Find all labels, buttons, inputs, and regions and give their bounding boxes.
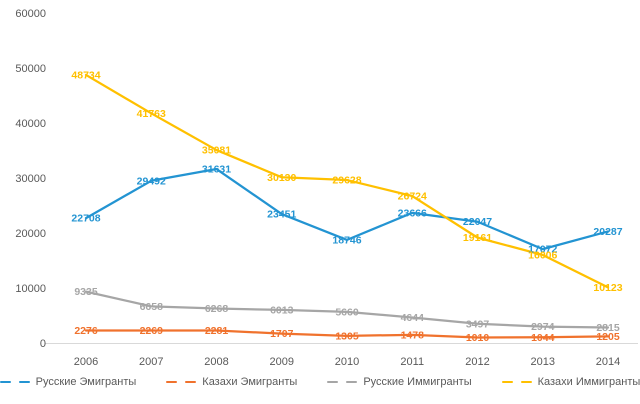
y-axis-tick-label: 10000 bbox=[15, 283, 46, 295]
x-axis-tick-label: 2010 bbox=[335, 356, 359, 368]
series-line-1 bbox=[84, 329, 610, 339]
legend-label: Русские Иммигранты bbox=[363, 376, 472, 388]
y-axis-tick-label: 40000 bbox=[15, 118, 46, 130]
y-axis-tick-label: 60000 bbox=[15, 8, 46, 20]
legend-dash bbox=[185, 380, 197, 384]
data-label-series-1: 1478 bbox=[401, 329, 425, 341]
y-axis-tick-label: 20000 bbox=[15, 228, 46, 240]
data-label-series-0: 31631 bbox=[202, 164, 231, 176]
chart-legend: Русские Эмигранты Казахи Эмигранты Русские… bbox=[0, 370, 640, 394]
data-label-series-1: 1044 bbox=[531, 332, 555, 344]
y-axis-tick-label: 0 bbox=[40, 338, 46, 350]
legend-dash bbox=[520, 380, 532, 384]
data-label-series-0: 23666 bbox=[398, 207, 427, 219]
data-label-series-3: 26724 bbox=[398, 191, 427, 203]
x-axis-tick-label: 2008 bbox=[204, 356, 228, 368]
data-label-series-3: 29628 bbox=[332, 175, 361, 187]
data-label-series-1: 1707 bbox=[270, 328, 294, 340]
legend-item-0: Русские Эмигранты bbox=[0, 376, 136, 388]
data-label-series-1: 2276 bbox=[74, 325, 98, 337]
data-label-series-0: 18746 bbox=[332, 234, 361, 246]
legend-dash bbox=[18, 380, 30, 384]
legend-dashed-line-icon bbox=[166, 380, 197, 384]
data-label-series-0: 20287 bbox=[593, 226, 622, 238]
data-label-series-3: 48734 bbox=[71, 69, 100, 81]
line-chart-plot-area: 0 10000 20000 30000 40000 50000 60000 2006 2007 2… bbox=[15, 8, 638, 368]
data-label-series-1: 1305 bbox=[335, 330, 359, 342]
data-label-series-2: 3497 bbox=[466, 318, 490, 330]
data-label-series-0: 29492 bbox=[137, 175, 166, 187]
legend-dashed-line-icon bbox=[0, 380, 30, 384]
x-axis-tick-label: 2013 bbox=[531, 356, 555, 368]
data-label-series-3: 30130 bbox=[267, 172, 296, 184]
x-axis-tick-label: 2007 bbox=[139, 356, 163, 368]
legend-item-1: Казахи Эмигранты bbox=[166, 376, 297, 388]
series-line-3 bbox=[84, 73, 610, 289]
legend-dash bbox=[327, 380, 339, 384]
x-axis-tick-label: 2006 bbox=[74, 356, 98, 368]
data-label-series-1: 2269 bbox=[140, 325, 164, 337]
legend-dashed-line-icon bbox=[327, 380, 358, 384]
data-label-series-2: 5660 bbox=[335, 306, 359, 318]
data-label-series-0: 22708 bbox=[71, 213, 100, 225]
data-label-series-1: 1205 bbox=[596, 331, 620, 343]
data-label-series-1: 1010 bbox=[466, 332, 490, 344]
y-axis-tick-label: 50000 bbox=[15, 63, 46, 75]
y-axis-tick-label: 30000 bbox=[15, 173, 46, 185]
x-axis-tick-label: 2011 bbox=[400, 356, 424, 368]
data-label-series-0: 22047 bbox=[463, 216, 492, 228]
legend-dashed-line-icon bbox=[501, 380, 532, 384]
legend-dash bbox=[166, 380, 178, 384]
data-label-series-2: 2815 bbox=[596, 322, 620, 334]
legend-item-3: Казахи Иммигранты bbox=[501, 376, 640, 388]
data-label-series-3: 41763 bbox=[137, 108, 166, 120]
legend-dash bbox=[346, 380, 358, 384]
legend-label: Казахи Эмигранты bbox=[202, 376, 298, 388]
data-label-series-0: 23451 bbox=[267, 209, 296, 221]
series-line-0 bbox=[84, 167, 610, 251]
data-label-series-2: 9335 bbox=[74, 286, 98, 298]
legend-dash bbox=[0, 380, 11, 384]
data-label-series-2: 6268 bbox=[205, 303, 229, 315]
legend-label: Русские Эмигранты bbox=[35, 376, 137, 388]
legend-label: Казахи Иммигранты bbox=[537, 376, 640, 388]
legend-item-2: Русские Иммигранты bbox=[327, 376, 472, 388]
data-label-series-2: 6013 bbox=[270, 304, 294, 316]
legend-dash bbox=[501, 380, 513, 384]
x-axis-tick-label: 2014 bbox=[596, 356, 620, 368]
data-label-series-2: 4644 bbox=[401, 312, 425, 324]
data-label-series-2: 2974 bbox=[531, 321, 555, 333]
data-label-series-1: 2281 bbox=[205, 325, 229, 337]
data-label-series-3: 19161 bbox=[463, 232, 492, 244]
data-label-series-3: 16006 bbox=[528, 249, 557, 261]
data-label-series-3: 35081 bbox=[202, 145, 231, 157]
x-axis-tick-label: 2012 bbox=[465, 356, 489, 368]
series-line-2 bbox=[84, 290, 610, 329]
data-label-series-2: 6658 bbox=[140, 301, 164, 313]
x-axis-tick-label: 2009 bbox=[270, 356, 294, 368]
data-label-series-0: 17072 bbox=[528, 244, 557, 256]
data-label-series-3: 10123 bbox=[593, 282, 622, 294]
